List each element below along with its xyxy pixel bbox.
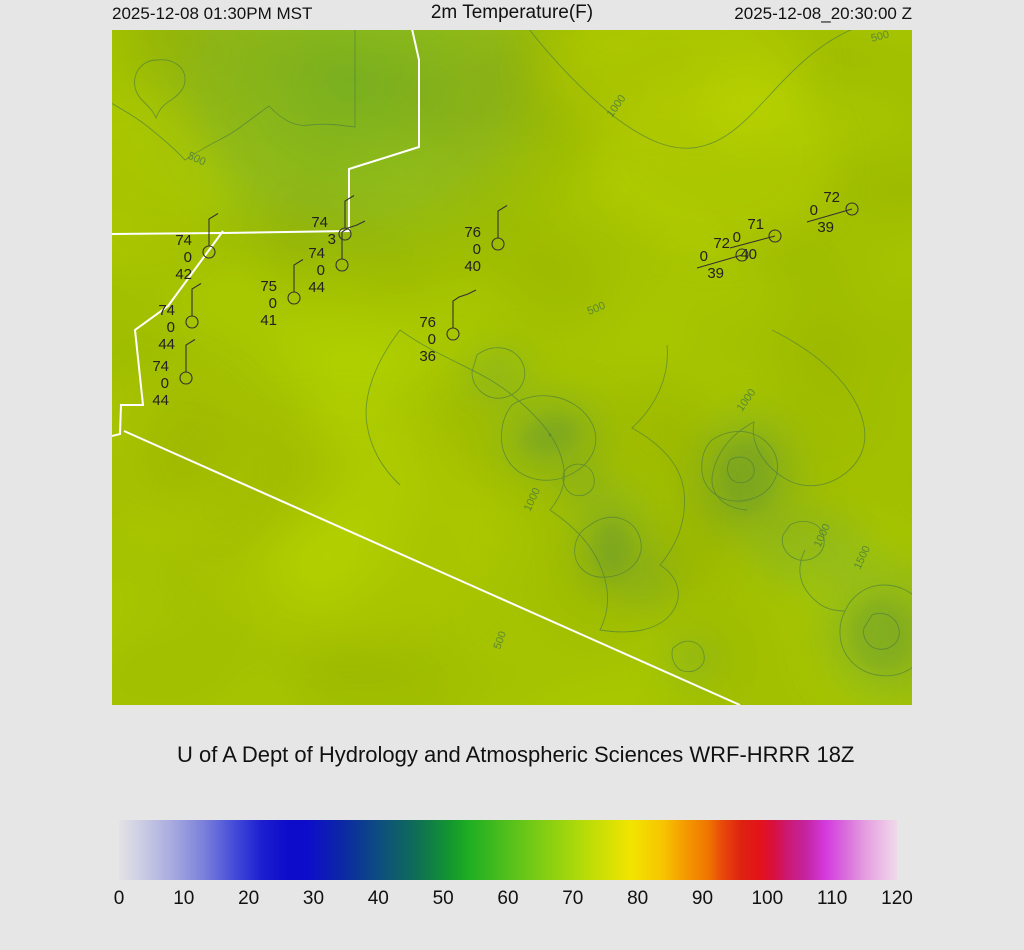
svg-text:76: 76 <box>419 314 436 331</box>
svg-text:0: 0 <box>700 248 708 265</box>
svg-text:72: 72 <box>713 235 730 252</box>
svg-text:42: 42 <box>175 266 192 283</box>
svg-text:74: 74 <box>175 232 192 249</box>
svg-text:40: 40 <box>464 258 481 275</box>
svg-text:0: 0 <box>167 319 175 336</box>
svg-text:44: 44 <box>158 336 175 353</box>
svg-text:75: 75 <box>260 278 277 295</box>
svg-text:0: 0 <box>473 241 481 258</box>
svg-text:0: 0 <box>161 375 169 392</box>
svg-text:0: 0 <box>733 229 741 246</box>
svg-text:71: 71 <box>747 216 764 233</box>
svg-text:0: 0 <box>428 331 436 348</box>
svg-text:74: 74 <box>158 302 175 319</box>
svg-text:0: 0 <box>184 249 192 266</box>
svg-text:74: 74 <box>152 358 169 375</box>
svg-text:41: 41 <box>260 312 277 329</box>
svg-text:72: 72 <box>823 189 840 206</box>
svg-text:0: 0 <box>810 202 818 219</box>
svg-text:3: 3 <box>328 231 336 248</box>
svg-text:74: 74 <box>311 214 328 231</box>
svg-text:0: 0 <box>317 262 325 279</box>
svg-text:74: 74 <box>308 245 325 262</box>
svg-text:44: 44 <box>308 279 325 296</box>
svg-text:0: 0 <box>269 295 277 312</box>
svg-text:39: 39 <box>817 219 834 236</box>
svg-text:39: 39 <box>707 265 724 282</box>
svg-text:36: 36 <box>419 348 436 365</box>
svg-text:76: 76 <box>464 224 481 241</box>
svg-text:44: 44 <box>152 392 169 409</box>
